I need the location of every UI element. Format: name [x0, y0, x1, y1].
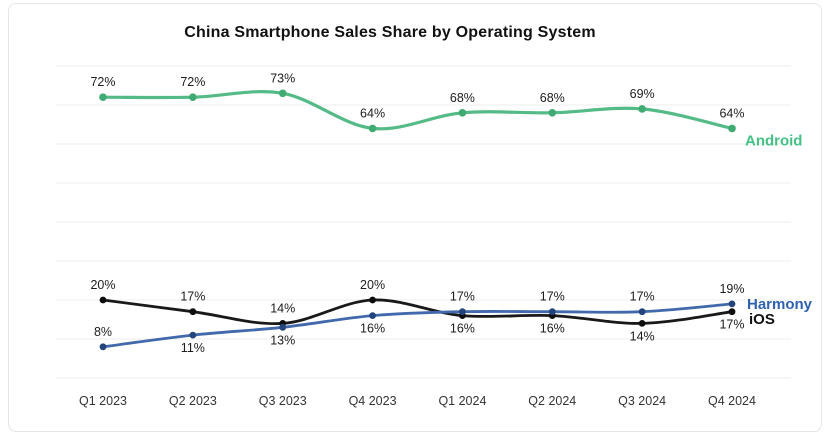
data-point-android	[278, 89, 287, 98]
data-point-harmony	[369, 312, 376, 319]
data-point-ios	[728, 308, 736, 316]
data-point-android	[638, 105, 646, 113]
series-line-android	[101, 90, 734, 131]
data-label-harmony: 19%	[719, 282, 744, 296]
data-point-harmony	[99, 343, 107, 351]
data-label-harmony: 16%	[360, 322, 385, 336]
x-axis-label: Q3 2023	[259, 394, 307, 408]
chart-title: China Smartphone Sales Share by Operatin…	[184, 24, 596, 41]
x-axis-label: Q1 2024	[438, 394, 486, 408]
x-axis-label: Q2 2023	[169, 394, 217, 408]
data-label-harmony: 8%	[94, 325, 112, 339]
data-point-android	[458, 109, 467, 117]
data-point-android	[368, 124, 377, 133]
data-point-harmony	[459, 308, 466, 316]
data-point-harmony	[548, 308, 556, 316]
x-axis-label: Q3 2024	[618, 394, 666, 408]
data-label-ios: 16%	[540, 322, 565, 336]
data-point-harmony	[189, 331, 197, 339]
series-legend-label-android: Android	[745, 132, 803, 149]
data-label-android: 69%	[630, 87, 655, 101]
data-label-ios: 14%	[270, 301, 295, 315]
data-point-android	[189, 93, 197, 101]
data-label-android: 72%	[90, 75, 115, 89]
x-axis-label: Q4 2023	[349, 394, 397, 408]
data-point-harmony	[638, 308, 646, 316]
data-point-ios	[638, 320, 646, 327]
data-label-harmony: 17%	[630, 290, 655, 304]
data-label-harmony: 17%	[450, 290, 475, 304]
x-axis-label: Q1 2023	[79, 394, 127, 408]
series-line-harmony	[101, 302, 734, 349]
data-label-android: 73%	[270, 71, 295, 85]
data-label-ios: 16%	[450, 322, 475, 336]
data-label-android: 64%	[719, 106, 744, 120]
data-point-ios	[189, 308, 197, 316]
data-point-android	[728, 124, 736, 133]
data-label-harmony: 17%	[540, 290, 565, 304]
data-point-android	[99, 93, 107, 101]
data-label-android: 64%	[360, 106, 385, 120]
series-legend-label-ios: iOS	[749, 311, 775, 328]
data-point-harmony	[279, 323, 287, 331]
data-label-harmony: 13%	[270, 333, 295, 347]
data-label-ios: 17%	[180, 290, 205, 304]
series-line-ios	[101, 298, 734, 326]
data-label-android: 68%	[450, 91, 475, 105]
data-label-ios: 14%	[630, 329, 655, 343]
chart-card	[8, 3, 822, 432]
data-label-android: 72%	[180, 75, 205, 89]
data-point-harmony	[728, 300, 736, 308]
data-label-android: 68%	[540, 91, 565, 105]
data-label-ios: 17%	[719, 318, 744, 332]
data-point-ios	[369, 296, 376, 304]
data-label-ios: 20%	[90, 278, 115, 292]
x-axis-label: Q2 2024	[528, 394, 576, 408]
x-axis-label: Q4 2024	[708, 394, 756, 408]
data-point-ios	[99, 296, 107, 304]
series-legend-label-harmony: Harmony	[747, 296, 813, 313]
data-point-android	[548, 109, 557, 117]
data-label-harmony: 11%	[181, 341, 205, 355]
data-label-ios: 20%	[360, 278, 385, 292]
